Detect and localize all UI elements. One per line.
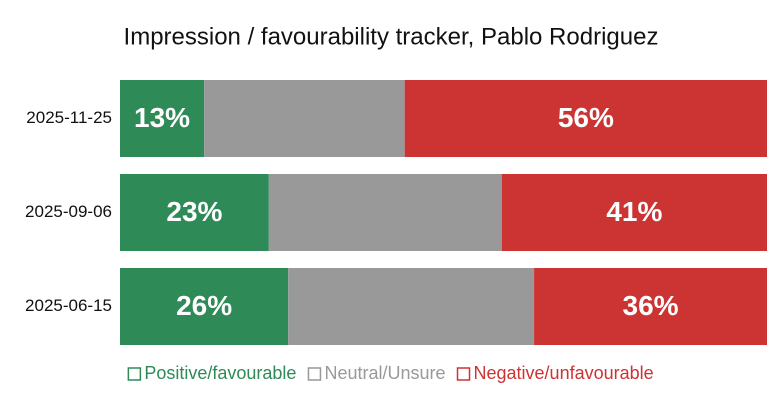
chart-title: Impression / favourability tracker, Pabl… [124, 23, 659, 50]
bar-segment [120, 268, 289, 345]
y-tick-label: 2025-06-15 [25, 296, 112, 315]
data-label: 13% [134, 102, 190, 133]
legend-label: Negative/unfavourable [474, 363, 654, 383]
data-label: 56% [558, 102, 614, 133]
y-tick-label: 2025-09-06 [25, 202, 112, 221]
legend-label: Neutral/Unsure [324, 363, 445, 383]
legend-swatch [456, 367, 471, 381]
legend-swatch [307, 367, 322, 381]
bar-segment [204, 80, 405, 157]
bar-segment [404, 80, 767, 157]
bar-segment [501, 174, 767, 251]
bar-segment [534, 268, 767, 345]
data-label: 23% [166, 196, 222, 227]
bar-segment [120, 174, 269, 251]
legend-swatch [127, 367, 142, 381]
data-label: 36% [623, 290, 679, 321]
data-label: 26% [176, 290, 232, 321]
data-label: 41% [606, 196, 662, 227]
y-tick-label: 2025-11-25 [26, 108, 112, 127]
legend-label: Positive/favourable [144, 363, 296, 383]
bar-segment [120, 80, 205, 157]
bar-segment [268, 174, 502, 251]
bar-segment [288, 268, 535, 345]
